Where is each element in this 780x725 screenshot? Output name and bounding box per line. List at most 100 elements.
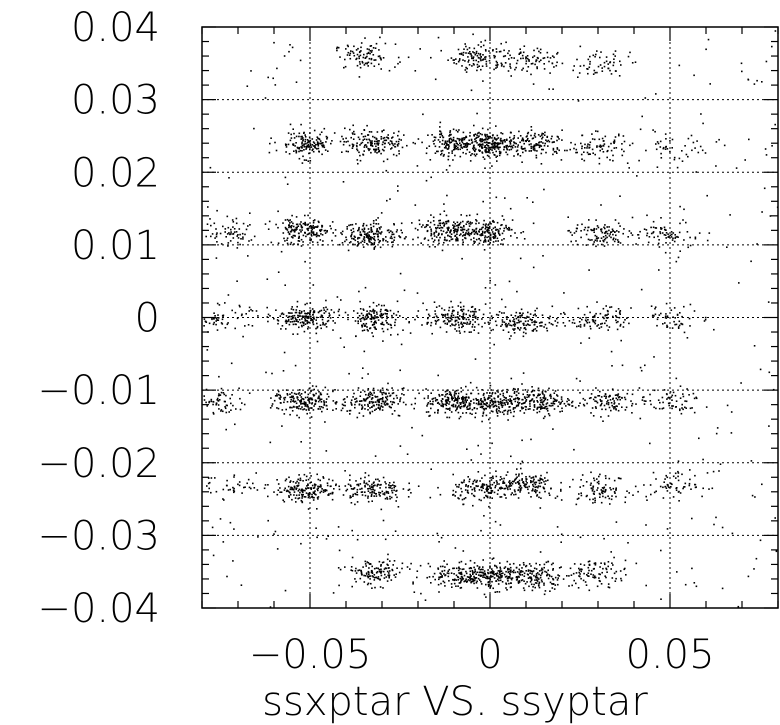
scatter-point — [600, 145, 603, 148]
scatter-point — [461, 401, 463, 404]
scatter-point — [460, 214, 462, 216]
scatter-point — [679, 312, 681, 314]
scatter-point — [613, 240, 616, 243]
scatter-point — [513, 322, 516, 324]
scatter-point — [301, 495, 304, 498]
scatter-point — [694, 474, 696, 477]
scatter-point — [350, 502, 353, 504]
scatter-point — [492, 145, 494, 148]
scatter-point — [498, 150, 501, 153]
scatter-point — [543, 395, 546, 398]
scatter-point — [364, 324, 366, 327]
scatter-point — [530, 129, 533, 131]
scatter-point — [367, 495, 369, 498]
scatter-point — [363, 129, 365, 131]
scatter-point — [368, 131, 371, 133]
scatter-point — [362, 56, 365, 59]
scatter-point — [289, 312, 291, 314]
scatter-point — [378, 401, 380, 404]
scatter-point — [435, 227, 437, 229]
scatter-point — [283, 413, 286, 415]
scatter-point — [416, 315, 418, 317]
scatter-point — [233, 476, 235, 478]
scatter-point — [212, 400, 214, 403]
scatter-point — [613, 479, 616, 482]
scatter-point — [454, 319, 457, 322]
scatter-point — [276, 407, 278, 409]
scatter-point — [387, 403, 389, 406]
scatter-point — [526, 139, 528, 141]
scatter-point — [514, 315, 517, 317]
scatter-point — [291, 396, 293, 399]
scatter-point — [307, 227, 310, 230]
scatter-point — [486, 229, 488, 232]
scatter-point — [477, 52, 480, 55]
scatter-point — [367, 141, 369, 144]
scatter-point — [287, 490, 290, 492]
scatter-point — [461, 243, 464, 246]
scatter-point — [525, 476, 527, 478]
scatter-point — [498, 407, 501, 410]
scatter-point — [676, 314, 679, 316]
scatter-point — [447, 219, 450, 222]
scatter-point — [551, 305, 554, 308]
scatter-point — [612, 53, 615, 56]
scatter-point — [314, 146, 316, 149]
scatter-point — [368, 239, 370, 241]
scatter-point — [475, 386, 478, 389]
scatter-point — [287, 312, 290, 314]
scatter-point — [592, 73, 595, 75]
scatter-point — [535, 154, 538, 157]
scatter-point — [361, 326, 363, 328]
scatter-point — [466, 399, 468, 401]
scatter-point — [604, 314, 606, 317]
scatter-point — [613, 491, 616, 493]
scatter-point — [495, 324, 498, 327]
scatter-point — [465, 66, 467, 69]
scatter-point — [390, 406, 392, 409]
scatter-point — [530, 63, 533, 65]
scatter-point — [369, 407, 371, 409]
scatter-point — [439, 133, 441, 136]
scatter-point — [378, 55, 381, 57]
scatter-point — [457, 60, 460, 63]
scatter-point — [370, 62, 373, 65]
scatter-point — [672, 405, 674, 407]
scatter-point — [384, 404, 386, 406]
scatter-point — [208, 401, 210, 404]
scatter-point — [675, 406, 677, 408]
scatter-point — [297, 314, 299, 317]
scatter-point — [503, 399, 505, 401]
scatter-point — [303, 403, 306, 405]
scatter-point — [448, 403, 450, 405]
scatter-point — [368, 149, 370, 152]
scatter-point — [475, 227, 478, 230]
scatter-point — [478, 242, 481, 245]
scatter-point — [499, 393, 502, 396]
scatter-point — [502, 394, 504, 397]
scatter-point — [591, 319, 594, 321]
scatter-point — [482, 139, 485, 141]
scatter-point — [533, 389, 536, 392]
scatter-point — [483, 491, 486, 494]
scatter-point — [212, 411, 215, 414]
scatter-point — [455, 140, 457, 143]
scatter-point — [684, 400, 686, 402]
scatter-point — [438, 219, 440, 222]
scatter-point — [314, 484, 317, 486]
scatter-point — [488, 243, 491, 246]
scatter-point — [442, 221, 445, 224]
scatter-point — [501, 215, 504, 217]
scatter-point — [442, 320, 445, 323]
scatter-point — [617, 396, 620, 399]
scatter-point — [452, 405, 455, 408]
scatter-point — [485, 141, 487, 144]
scatter-point — [599, 493, 601, 496]
scatter-point — [304, 223, 307, 225]
scatter-point — [380, 226, 382, 228]
scatter-point — [489, 485, 491, 488]
scatter-point — [427, 411, 430, 413]
scatter-point — [461, 490, 463, 493]
scatter-point — [358, 55, 360, 58]
scatter-point — [373, 481, 375, 483]
